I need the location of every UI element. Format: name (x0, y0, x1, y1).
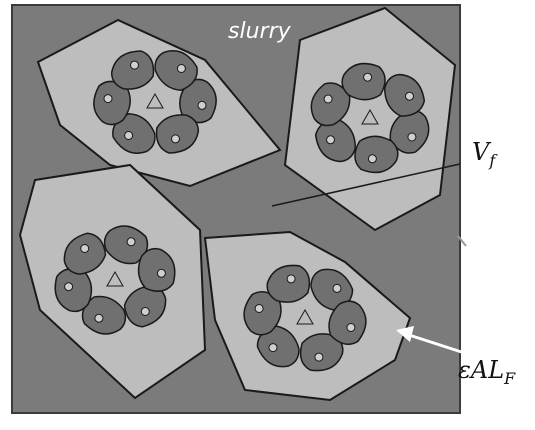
particle-pore (64, 282, 74, 292)
particle (110, 50, 155, 90)
eal-arrow-line (405, 332, 481, 360)
particle (310, 268, 354, 311)
particle-cluster (310, 62, 430, 174)
floc-bottom-right (203, 230, 412, 402)
particle (266, 264, 311, 303)
eal-main: εAL (458, 356, 504, 384)
particle (328, 300, 367, 346)
center-pore (146, 92, 164, 109)
vf-leader-line (271, 163, 461, 207)
particle (310, 82, 351, 127)
particle-pore (332, 283, 342, 293)
particle-pore (103, 94, 113, 104)
particle-pore (405, 91, 414, 101)
particle-cluster (243, 264, 367, 372)
particle-pore (94, 313, 104, 323)
particle-pore (268, 343, 278, 353)
center-pore (361, 108, 379, 125)
particle-pore (363, 72, 373, 82)
floc-top-left (36, 18, 282, 188)
center-pore (106, 270, 124, 287)
vf-label: Vf (472, 138, 498, 170)
particle-pore (80, 244, 90, 253)
particle-pore (346, 323, 356, 332)
white-arrow-icon (396, 326, 414, 342)
particle-pore (286, 274, 296, 284)
eal-label: εALF (458, 356, 516, 388)
particle (63, 232, 107, 275)
particle (112, 113, 156, 154)
particle-pore (367, 154, 377, 164)
particle-pore (140, 307, 150, 316)
particle (256, 325, 300, 368)
particle (155, 114, 200, 154)
particle-pore (407, 132, 417, 142)
particle-pore (171, 134, 180, 144)
vf-subscript: f (488, 151, 498, 170)
center-pore (296, 308, 314, 325)
particle-cluster (54, 225, 176, 335)
particle (341, 62, 386, 101)
particle-cluster (93, 50, 217, 154)
particle (383, 73, 426, 117)
particle-pore (156, 268, 166, 278)
particle (81, 295, 127, 335)
particle-pore (130, 60, 139, 70)
slurry-label: slurry (228, 19, 292, 44)
particle (354, 135, 399, 174)
floc-bottom-left (18, 163, 207, 400)
eal-subscript: F (503, 369, 516, 388)
edge-tick (457, 235, 467, 247)
particle-pore (323, 94, 333, 104)
particle-pore (126, 237, 136, 247)
particle-pore (326, 135, 335, 145)
particle-pore (176, 64, 186, 73)
vf-main: V (472, 138, 492, 166)
particle (103, 225, 149, 265)
particle-pore (124, 131, 134, 140)
particle-pore (197, 100, 207, 110)
particle (137, 247, 176, 292)
particle-pore (254, 304, 264, 313)
particle-pore (314, 352, 324, 362)
particle (154, 50, 198, 91)
